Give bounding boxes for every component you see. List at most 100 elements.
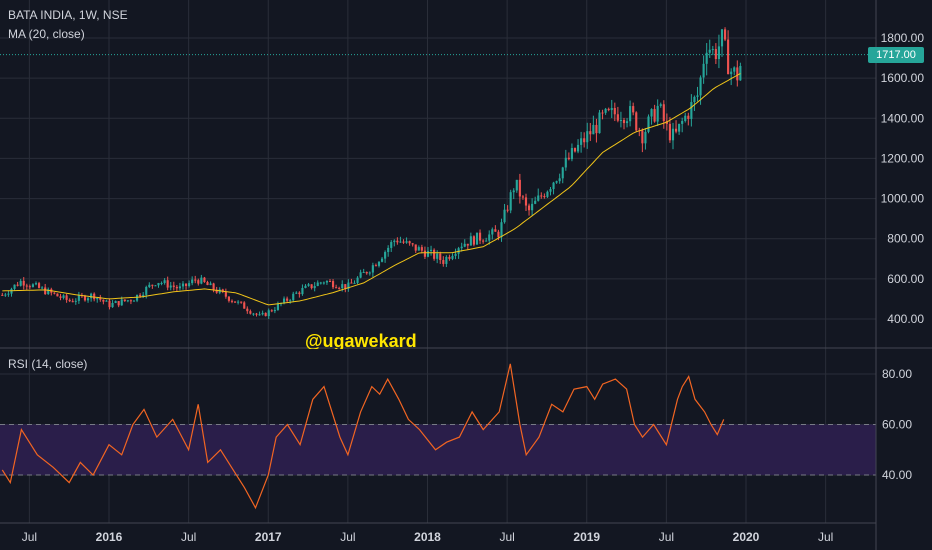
candle-down bbox=[286, 298, 289, 301]
candle-down bbox=[1, 294, 4, 296]
candle-down bbox=[641, 130, 644, 144]
candle-up bbox=[426, 250, 430, 257]
price-tick-label: 400.00 bbox=[887, 312, 924, 326]
candle-down bbox=[206, 282, 209, 286]
candle-down bbox=[270, 310, 273, 312]
candle-up bbox=[512, 190, 515, 193]
candle-up bbox=[77, 295, 80, 301]
symbol-label[interactable]: BATA INDIA, 1W, NSE bbox=[8, 8, 128, 22]
candle-down bbox=[344, 284, 347, 289]
candle-up bbox=[301, 287, 304, 295]
candle-down bbox=[224, 291, 227, 297]
candle-down bbox=[298, 292, 301, 295]
candle-down bbox=[44, 287, 47, 295]
candle-up bbox=[252, 313, 255, 315]
candle-down bbox=[439, 253, 442, 261]
candle-up bbox=[316, 282, 319, 287]
candle-down bbox=[567, 157, 570, 160]
candle-up bbox=[289, 300, 292, 302]
candle-up bbox=[132, 300, 136, 302]
candle-up bbox=[629, 106, 632, 122]
candle-up bbox=[693, 96, 696, 103]
candle-down bbox=[102, 299, 105, 302]
candle-down bbox=[497, 231, 500, 238]
candle-up bbox=[417, 247, 420, 251]
candle-up bbox=[552, 182, 555, 190]
candle-down bbox=[595, 124, 598, 134]
candle-down bbox=[310, 284, 313, 289]
rsi-line bbox=[1, 363, 725, 510]
rsi-tick-label: 60.00 bbox=[882, 418, 912, 432]
candle-up bbox=[145, 286, 148, 295]
candle-up bbox=[610, 107, 613, 111]
candle-down bbox=[65, 295, 68, 300]
candle-up bbox=[705, 52, 708, 64]
candle-down bbox=[433, 249, 436, 259]
candle-up bbox=[647, 116, 650, 132]
candle-up bbox=[7, 293, 10, 295]
rsi-tick-label: 80.00 bbox=[882, 367, 912, 381]
candle-up bbox=[503, 209, 506, 223]
candle-down bbox=[249, 311, 252, 314]
rsi-band bbox=[0, 424, 876, 475]
candle-up bbox=[429, 249, 433, 251]
candle-down bbox=[543, 196, 546, 198]
candle-up bbox=[586, 131, 589, 143]
candle-up bbox=[258, 314, 261, 316]
time-axis[interactable]: Jul 2016 Jul 2017 Jul 2018 Jul 2019 Jul 2020 Jul bbox=[22, 530, 834, 544]
candle-up bbox=[604, 108, 607, 113]
candle-up bbox=[31, 284, 34, 287]
rsi-axis[interactable]: 40.00 60.00 80.00 bbox=[882, 367, 912, 482]
candle-up bbox=[295, 292, 298, 294]
candle-up bbox=[592, 124, 595, 135]
rsi-indicator-label[interactable]: RSI (14, close) bbox=[8, 357, 88, 371]
candle-up bbox=[10, 288, 13, 294]
candle-down bbox=[613, 107, 616, 115]
candle-up bbox=[209, 283, 212, 286]
candle-up bbox=[154, 285, 157, 287]
candle-up bbox=[90, 293, 93, 299]
candle-down bbox=[442, 260, 445, 264]
price-tick-label: 1800.00 bbox=[881, 31, 925, 45]
ma-indicator-label[interactable]: MA (20, close) bbox=[8, 27, 85, 41]
candle-down bbox=[338, 287, 341, 289]
candle-down bbox=[420, 247, 423, 251]
candle-down bbox=[108, 300, 111, 308]
candle-down bbox=[635, 112, 638, 131]
candle-up bbox=[558, 178, 561, 182]
candle-down bbox=[521, 196, 524, 198]
candle-up bbox=[659, 104, 662, 106]
candle-down bbox=[230, 300, 234, 302]
ma-line bbox=[2, 73, 741, 306]
candle-up bbox=[19, 280, 22, 286]
candle-up bbox=[353, 282, 356, 284]
time-tick-label: Jul bbox=[22, 530, 37, 544]
candle-down bbox=[22, 280, 25, 286]
candle-up bbox=[384, 252, 387, 259]
candle-up bbox=[237, 301, 240, 303]
candle-up bbox=[546, 191, 549, 197]
candle-down bbox=[518, 179, 521, 197]
candle-up bbox=[720, 29, 724, 47]
price-tick-label: 1000.00 bbox=[881, 192, 925, 206]
candle-down bbox=[714, 49, 717, 60]
candle-down bbox=[117, 301, 120, 306]
candle-up bbox=[34, 283, 38, 285]
candle-down bbox=[240, 301, 243, 303]
candle-down bbox=[172, 285, 175, 287]
candle-down bbox=[99, 297, 102, 300]
candle-down bbox=[68, 299, 71, 302]
candle-down bbox=[37, 283, 41, 288]
candle-down bbox=[583, 138, 586, 143]
candle-down bbox=[123, 299, 126, 302]
candle-up bbox=[292, 293, 295, 301]
candle-up bbox=[188, 283, 191, 286]
time-tick-label: 2016 bbox=[96, 530, 123, 544]
candle-up bbox=[399, 241, 402, 243]
candle-up bbox=[469, 236, 472, 246]
price-axis[interactable]: 400.00 600.00 800.00 1000.00 1200.00 1400.00 1… bbox=[881, 31, 925, 326]
candle-down bbox=[668, 123, 671, 141]
candle-up bbox=[148, 284, 151, 287]
candle-up bbox=[191, 279, 194, 284]
